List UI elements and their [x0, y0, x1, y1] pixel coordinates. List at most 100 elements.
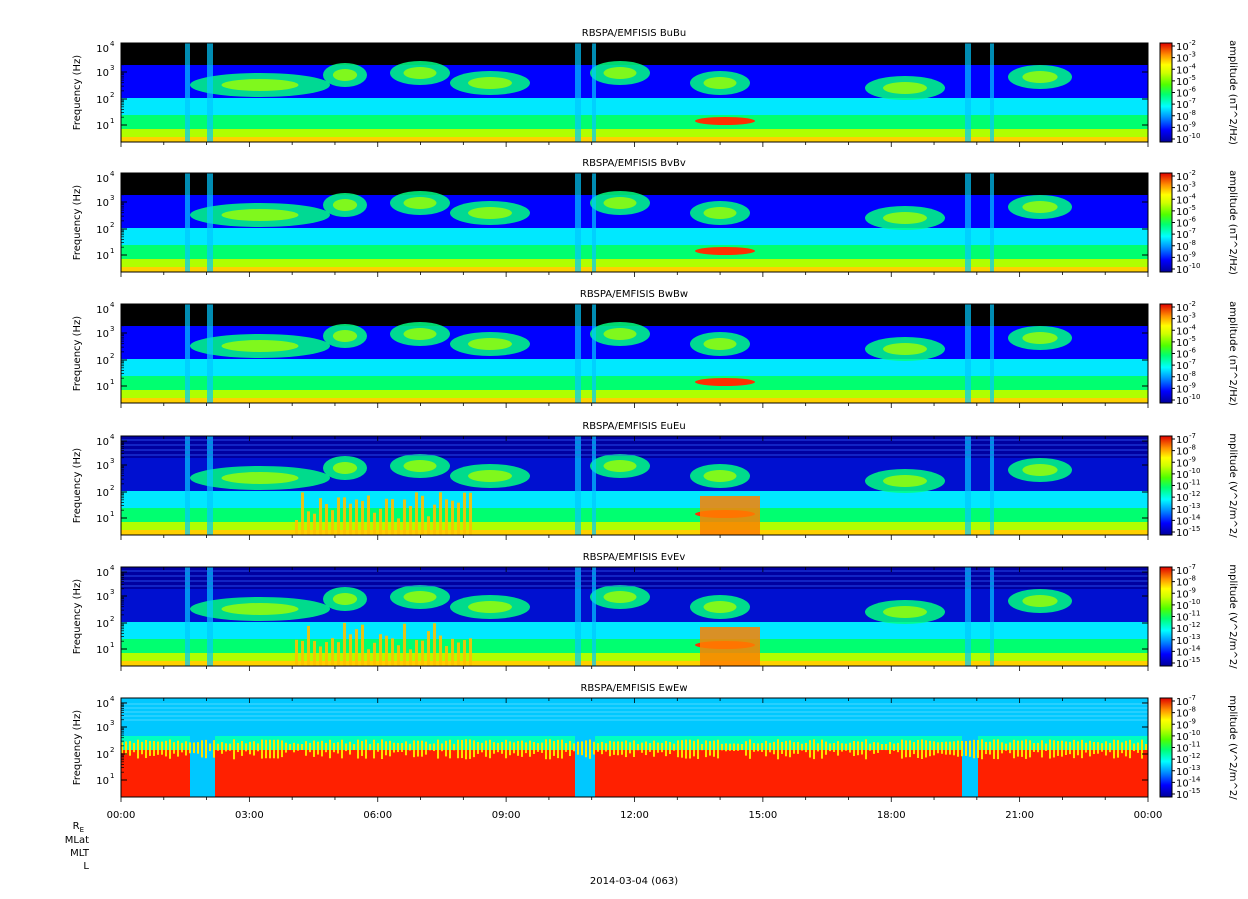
- colorbar-tick-exponent: -7: [1189, 432, 1196, 440]
- chorus-core: [468, 470, 512, 482]
- perigee-spike: [592, 436, 596, 535]
- spectral-spike: [865, 739, 867, 760]
- colorbar-tick-label: 10: [1176, 601, 1189, 612]
- y-tick-exponent: 3: [110, 194, 114, 202]
- chorus-core: [1022, 464, 1058, 476]
- chorus-core: [603, 591, 637, 603]
- broadband-burst: [385, 635, 388, 666]
- perigee-spike: [575, 436, 581, 535]
- x-tick-label: 06:00: [363, 810, 392, 821]
- panel-title: RBSPA/EMFISIS BuBu: [582, 28, 686, 39]
- y-axis-label: Frequency (Hz): [72, 448, 83, 524]
- broadband-burst: [439, 492, 442, 535]
- y-tick-label: 10: [96, 382, 109, 393]
- colorbar-tick-label: 10: [1176, 447, 1189, 458]
- colorbar-label: amplitude (nT^2/Hz): [1227, 301, 1238, 406]
- y-tick-exponent: 4: [110, 564, 115, 572]
- emic-feature: [695, 247, 755, 255]
- colorbar-tick-label: 10: [1176, 326, 1189, 337]
- colorbar-tick-exponent: -10: [1189, 467, 1200, 475]
- spectral-spike: [221, 742, 223, 754]
- colorbar-label: mplitude (V^2/m^2/: [1227, 695, 1238, 800]
- colorbar-tick-label: 10: [1176, 207, 1189, 218]
- colorbar-tick-label: 10: [1176, 361, 1189, 372]
- spectral-spike: [357, 739, 359, 759]
- spectral-spike: [253, 741, 255, 756]
- perigee-spike: [185, 173, 190, 272]
- spectral-spike: [1129, 739, 1131, 759]
- spectral-spike: [553, 741, 555, 756]
- spectral-spike: [1085, 742, 1087, 753]
- colorbar-tick-label: 10: [1176, 697, 1189, 708]
- spectral-spike: [909, 740, 911, 758]
- spectral-spike: [793, 742, 795, 754]
- colorbar-tick-exponent: -8: [1189, 706, 1196, 714]
- panel-title: RBSPA/EMFISIS BvBv: [582, 158, 686, 169]
- spectral-spike: [1069, 741, 1071, 755]
- y-tick-exponent: 2: [110, 746, 114, 754]
- spectral-spike: [593, 741, 595, 755]
- y-tick-exponent: 1: [110, 510, 114, 518]
- spectral-spike: [1057, 741, 1059, 756]
- chorus-core: [883, 475, 927, 487]
- broadband-burst: [457, 502, 460, 535]
- y-tick-label: 10: [96, 592, 109, 603]
- spectral-spike: [193, 742, 195, 754]
- colorbar-tick-exponent: -2: [1189, 169, 1196, 177]
- chorus-core: [468, 338, 512, 350]
- spectral-spike: [217, 743, 219, 751]
- x-tick-label: 09:00: [492, 810, 521, 821]
- perigee-spike: [592, 173, 596, 272]
- perigee-spike: [965, 304, 971, 403]
- spectral-spike: [401, 743, 403, 752]
- chorus-core: [703, 601, 737, 613]
- spectral-spike: [605, 743, 607, 752]
- spectral-spike: [209, 743, 211, 752]
- spectral-spike: [1081, 739, 1083, 759]
- chorus-core: [703, 470, 737, 482]
- perigee-spike: [575, 304, 581, 403]
- colorbar-tick-label: 10: [1176, 184, 1189, 195]
- spectral-spike: [557, 739, 559, 759]
- spectral-spike: [661, 742, 663, 753]
- spectral-spike: [121, 742, 123, 754]
- y-tick-label: 10: [96, 95, 109, 106]
- colorbar-tick-label: 10: [1176, 123, 1189, 134]
- broadband-burst: [451, 500, 454, 535]
- spectral-spike: [197, 742, 199, 754]
- y-tick-label: 10: [96, 619, 109, 630]
- broadband-burst: [391, 638, 394, 666]
- colorbar-tick-exponent: -3: [1189, 51, 1196, 59]
- spectral-spike: [905, 740, 907, 758]
- spectral-spike: [165, 740, 167, 757]
- colorbar-tick-label: 10: [1176, 493, 1189, 504]
- spectral-spike: [965, 741, 967, 756]
- perigee-spike: [592, 567, 596, 666]
- broadband-burst: [301, 640, 304, 666]
- spectral-spike: [273, 739, 275, 759]
- spectral-spike: [837, 741, 839, 756]
- colorbar-tick-exponent: -14: [1189, 644, 1201, 652]
- panel-title: RBSPA/EMFISIS EwEw: [580, 683, 687, 694]
- broadband-burst: [331, 510, 334, 535]
- spectral-spike: [517, 741, 519, 756]
- spectral-spike: [977, 740, 979, 758]
- chorus-core: [703, 338, 737, 350]
- spectral-spike: [249, 741, 251, 755]
- spectral-spike: [1113, 739, 1115, 759]
- spectral-spike: [761, 743, 763, 752]
- y-tick-exponent: 4: [110, 40, 115, 48]
- broadband-burst: [361, 500, 364, 535]
- colorbar-tick-exponent: -6: [1189, 347, 1197, 355]
- broadband-burst: [307, 625, 310, 666]
- colorbar-tick-label: 10: [1176, 42, 1189, 53]
- spectral-spike: [653, 740, 655, 757]
- spectral-spike: [825, 741, 827, 755]
- spectral-spike: [777, 739, 779, 760]
- spectral-spike: [1125, 740, 1127, 757]
- colorbar-tick-exponent: -9: [1189, 455, 1196, 463]
- spectral-spike: [449, 739, 451, 759]
- spectral-spike: [765, 740, 767, 757]
